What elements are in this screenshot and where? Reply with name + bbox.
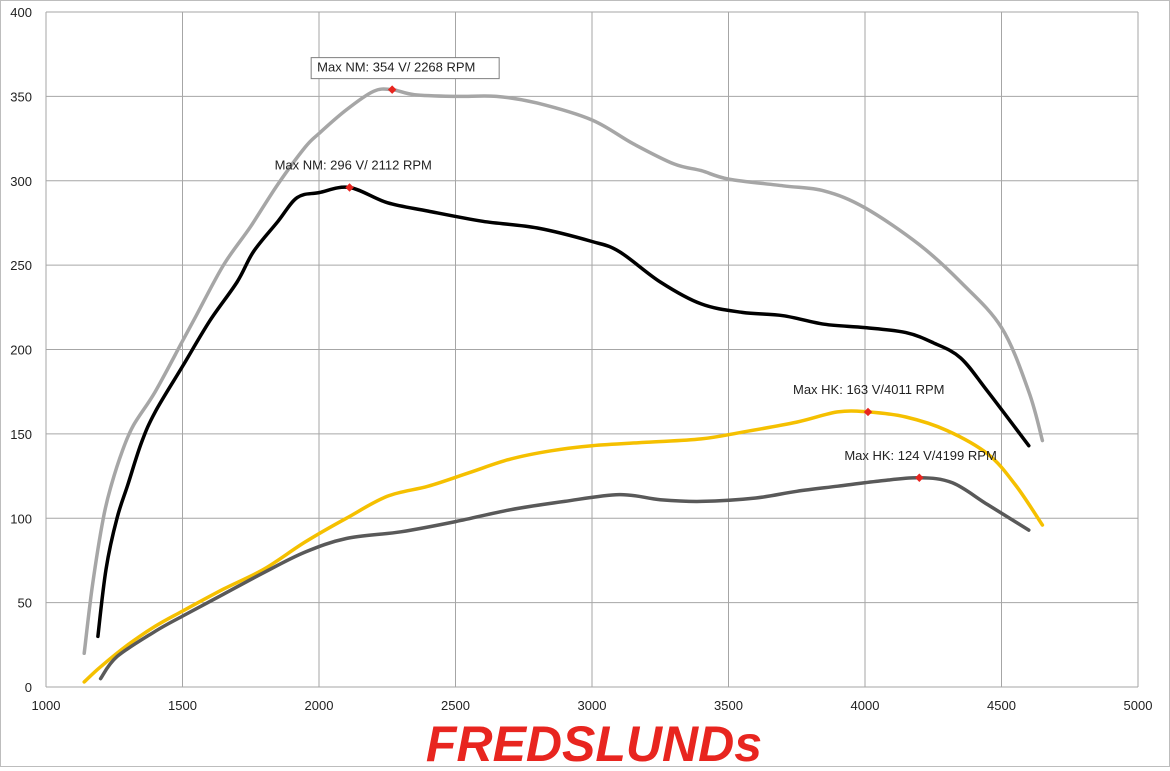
series-line-4 bbox=[98, 476, 1031, 681]
y-tick-label: 200 bbox=[10, 343, 32, 358]
max-marker bbox=[915, 473, 924, 482]
y-tick-label: 300 bbox=[10, 174, 32, 189]
y-tick-label: 400 bbox=[10, 5, 32, 20]
y-tick-label: 100 bbox=[10, 511, 32, 526]
x-tick-label: 1500 bbox=[168, 698, 197, 713]
annotation-label: Max HK: 124 V/4199 RPM bbox=[844, 448, 996, 463]
annotation-group: Max NM: 354 V/ 2268 RPM Max NM: 296 V/ 21… bbox=[275, 57, 997, 463]
annotation-label: Max NM: 354 V/ 2268 RPM bbox=[317, 60, 475, 75]
series-group bbox=[82, 87, 1045, 684]
y-tick-label: 50 bbox=[18, 596, 32, 611]
annotation-box bbox=[310, 57, 500, 80]
tick-labels: 1000 1500 2000 2500 3000 3500 4000 4500 5000 0 50 1… bbox=[10, 5, 1152, 713]
x-tick-label: 4500 bbox=[987, 698, 1016, 713]
series-line-2 bbox=[96, 185, 1031, 639]
series-line-3 bbox=[82, 409, 1045, 684]
x-tick-label: 4000 bbox=[851, 698, 880, 713]
max-marker bbox=[345, 183, 354, 192]
y-tick-label: 250 bbox=[10, 258, 32, 273]
y-tick-label: 0 bbox=[25, 680, 32, 695]
series-line-1 bbox=[82, 87, 1045, 656]
x-tick-label: 5000 bbox=[1124, 698, 1153, 713]
max-marker bbox=[387, 85, 397, 94]
x-tick-label: 3500 bbox=[714, 698, 743, 713]
y-tick-label: 150 bbox=[10, 427, 32, 442]
grid bbox=[45, 11, 1139, 688]
fredslunds-logo: FREDSLUNDs bbox=[426, 716, 762, 766]
max-marker bbox=[863, 407, 873, 417]
annotation-label: Max NM: 296 V/ 2112 RPM bbox=[275, 158, 432, 173]
x-tick-label: 2000 bbox=[305, 698, 334, 713]
y-tick-label: 350 bbox=[10, 89, 32, 104]
x-tick-label: 1000 bbox=[32, 698, 61, 713]
marker-group bbox=[345, 85, 924, 482]
annotation-label: Max HK: 163 V/4011 RPM bbox=[793, 382, 945, 397]
x-tick-label: 3000 bbox=[578, 698, 607, 713]
x-tick-label: 2500 bbox=[441, 698, 470, 713]
